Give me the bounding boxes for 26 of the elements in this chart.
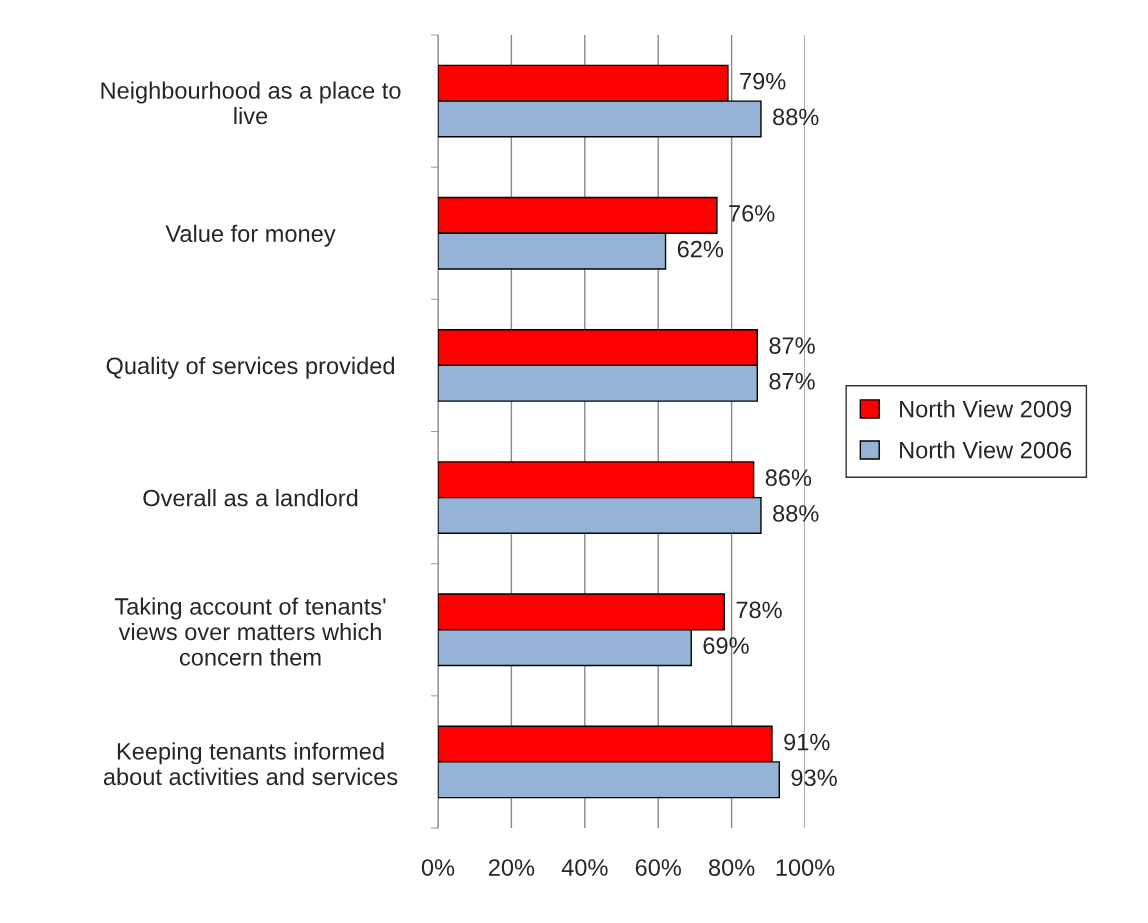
data-label: 78% (736, 601, 782, 619)
y-tick-label: Neighbourhood as a place to live (101, 81, 401, 125)
y-tick-label: Value for money (165, 224, 336, 247)
data-label: 79% (740, 72, 786, 90)
data-label: 87% (769, 337, 815, 354)
data-label: 87% (769, 372, 815, 390)
y-tick-label: Quality of services provided (106, 356, 394, 379)
x-tick-label: 60% (635, 859, 681, 876)
data-label: 91% (784, 733, 830, 751)
y-tick-label: Taking account of tenants' views over matters which concern them (114, 597, 386, 666)
x-tick-label: 80% (709, 859, 755, 876)
y-tick-label: Keeping tenants informed about activities and services (103, 742, 398, 786)
x-tick-label: 0% (421, 859, 455, 876)
data-label: 93% (791, 769, 837, 787)
data-label: 62% (677, 240, 724, 258)
data-label: 69% (703, 637, 749, 654)
data-label: 76% (729, 205, 775, 222)
x-tick-label: 40% (561, 859, 608, 876)
x-tick-label: 20% (488, 859, 535, 876)
x-tick-label: 100% (776, 859, 835, 876)
legend-label: North View 2006 (900, 441, 1072, 459)
data-label: 88% (773, 108, 819, 126)
y-tick-label: Overall as a landlord (143, 489, 358, 507)
data-label: 86% (765, 469, 812, 487)
legend-label: North View 2009 (900, 400, 1072, 418)
data-label: 88% (773, 505, 819, 522)
